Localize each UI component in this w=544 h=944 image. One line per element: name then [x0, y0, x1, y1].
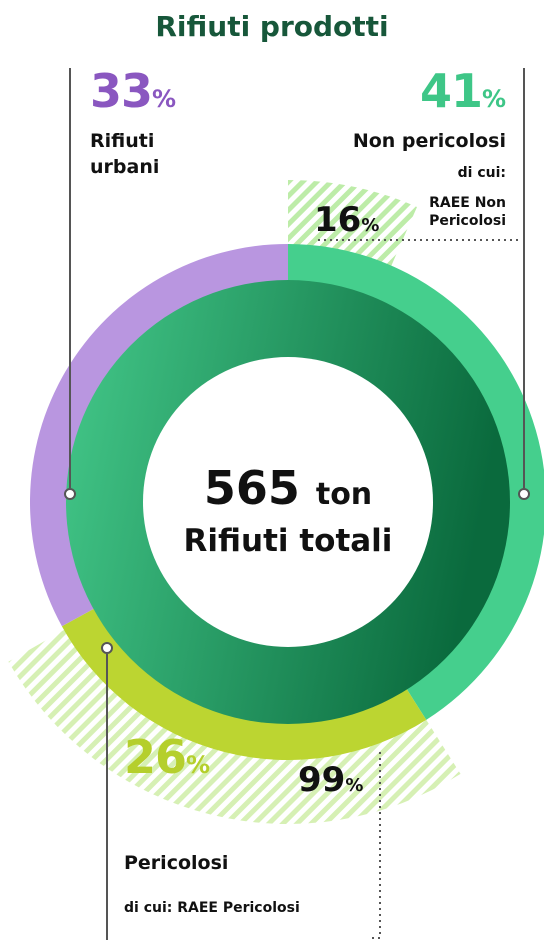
donut-segment	[288, 244, 544, 720]
subset-prefix: di cui:	[457, 165, 506, 181]
subset-hatch	[8, 628, 461, 824]
leader-dot	[101, 642, 113, 654]
total: 565 ton	[144, 462, 432, 521]
donut-segment	[30, 244, 289, 627]
percent-label: 33%	[90, 66, 176, 124]
category-label: Rifiuti urbani	[90, 130, 160, 178]
total-label: Rifiuti totali	[183, 523, 393, 559]
subset-hatch	[288, 180, 417, 268]
center-hole	[143, 357, 433, 647]
leaders	[64, 68, 530, 940]
value: 33	[90, 64, 153, 118]
percent-label: 41%	[420, 66, 506, 124]
value: 26	[124, 730, 187, 784]
total-value: 565	[203, 461, 300, 515]
percent-label: 26%	[124, 732, 210, 790]
category-label: Non pericolosi	[352, 130, 506, 152]
donut-segment	[61, 607, 427, 760]
leader-dot	[518, 488, 530, 500]
unit: %	[361, 215, 380, 236]
total-unit: ton	[315, 477, 373, 512]
value: 41	[419, 64, 483, 118]
dotted-leader	[372, 752, 381, 939]
unit: %	[345, 775, 364, 796]
unit: %	[481, 85, 506, 113]
dotted-leaders	[318, 239, 520, 939]
unit: %	[186, 751, 211, 779]
unit: %	[152, 85, 177, 113]
value: 99	[298, 760, 346, 800]
category-label: Pericolosi	[124, 852, 229, 874]
subset-percent: 16%	[314, 202, 379, 244]
subset-prefix: di cui:	[124, 900, 173, 916]
subset-name: RAEE Pericolosi	[177, 900, 300, 916]
title: Rifiuti prodotti	[155, 10, 389, 43]
leader-dot	[64, 488, 76, 500]
subset-label: RAEE Non Pericolosi	[429, 195, 506, 229]
value: 16	[314, 200, 362, 240]
subset-percent: 99%	[298, 762, 363, 804]
arcs	[8, 180, 544, 824]
subset-label: di cui: RAEE Pericolosi	[124, 899, 300, 917]
